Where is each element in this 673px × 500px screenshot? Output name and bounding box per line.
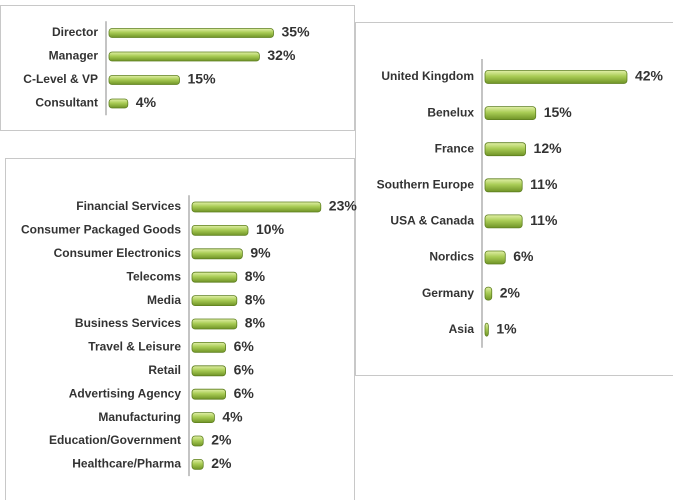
- value-label: 10%: [256, 221, 285, 237]
- bar: [191, 365, 226, 377]
- value-label: 6%: [513, 248, 534, 264]
- frame: [0, 5, 355, 131]
- bar: [484, 142, 526, 157]
- category-label: C-Level & VP: [23, 72, 98, 86]
- value-label: 15%: [188, 71, 217, 87]
- category-label: Consumer Packaged Goods: [21, 223, 181, 237]
- value-label: 42%: [635, 68, 664, 84]
- value-label: 2%: [211, 432, 232, 448]
- bar: [191, 341, 226, 353]
- frame: [5, 158, 355, 500]
- value-label: 8%: [245, 291, 266, 307]
- value-label: 9%: [250, 245, 271, 261]
- bar: [484, 250, 506, 265]
- value-label: 4%: [136, 94, 157, 110]
- category-label: Retail: [148, 363, 181, 377]
- value-label: 4%: [222, 408, 243, 424]
- value-label: 8%: [245, 268, 266, 284]
- value-label: 8%: [245, 315, 266, 331]
- bar: [191, 435, 204, 447]
- value-label: 11%: [530, 212, 558, 228]
- value-label: 11%: [530, 176, 558, 192]
- bar: [191, 318, 238, 330]
- bar: [191, 201, 322, 213]
- category-label: Manufacturing: [98, 410, 181, 424]
- value-label: 6%: [234, 362, 255, 378]
- value-label: 2%: [211, 455, 232, 471]
- category-label: Media: [147, 293, 181, 307]
- bar: [484, 178, 523, 193]
- frame: [355, 22, 673, 376]
- category-label: Consultant: [35, 96, 98, 110]
- category-label: USA & Canada: [390, 214, 474, 228]
- category-label: Benelux: [427, 105, 474, 119]
- value-label: 12%: [534, 140, 563, 156]
- category-label: Healthcare/Pharma: [72, 457, 181, 471]
- category-label: Nordics: [429, 250, 474, 264]
- bar: [484, 286, 493, 301]
- category-label: Asia: [449, 322, 475, 336]
- value-label: 6%: [234, 385, 255, 401]
- category-label: United Kingdom: [381, 69, 474, 83]
- value-label: 32%: [267, 47, 296, 63]
- category-label: Consumer Electronics: [54, 246, 182, 260]
- bar: [191, 295, 238, 307]
- value-label: 1%: [496, 320, 517, 336]
- value-label: 35%: [282, 24, 311, 40]
- value-label: 15%: [544, 104, 573, 120]
- bar: [191, 412, 215, 424]
- category-label: Business Services: [75, 316, 181, 330]
- bar: [191, 458, 204, 470]
- bar: [191, 224, 249, 236]
- category-label: Travel & Leisure: [88, 340, 181, 354]
- bar: [484, 322, 489, 337]
- category-label: Education/Government: [49, 433, 181, 447]
- category-label: Advertising Agency: [69, 386, 182, 400]
- category-label: Manager: [49, 49, 99, 63]
- bar: [108, 75, 180, 85]
- category-label: Germany: [422, 286, 474, 300]
- value-label: 2%: [500, 284, 521, 300]
- bar: [484, 106, 537, 120]
- category-label: Financial Services: [76, 199, 181, 213]
- bar: [108, 28, 274, 38]
- bar: [108, 98, 129, 109]
- category-label: Telecoms: [127, 269, 182, 283]
- category-label: France: [435, 141, 475, 155]
- bar: [191, 248, 243, 260]
- bar: [484, 214, 523, 229]
- category-label: Director: [52, 25, 98, 39]
- bar: [108, 51, 260, 62]
- value-label: 6%: [234, 338, 255, 354]
- bar: [191, 271, 238, 283]
- category-label: Southern Europe: [377, 177, 475, 191]
- value-label: 23%: [329, 198, 358, 214]
- bar: [484, 70, 628, 84]
- bar: [191, 388, 226, 400]
